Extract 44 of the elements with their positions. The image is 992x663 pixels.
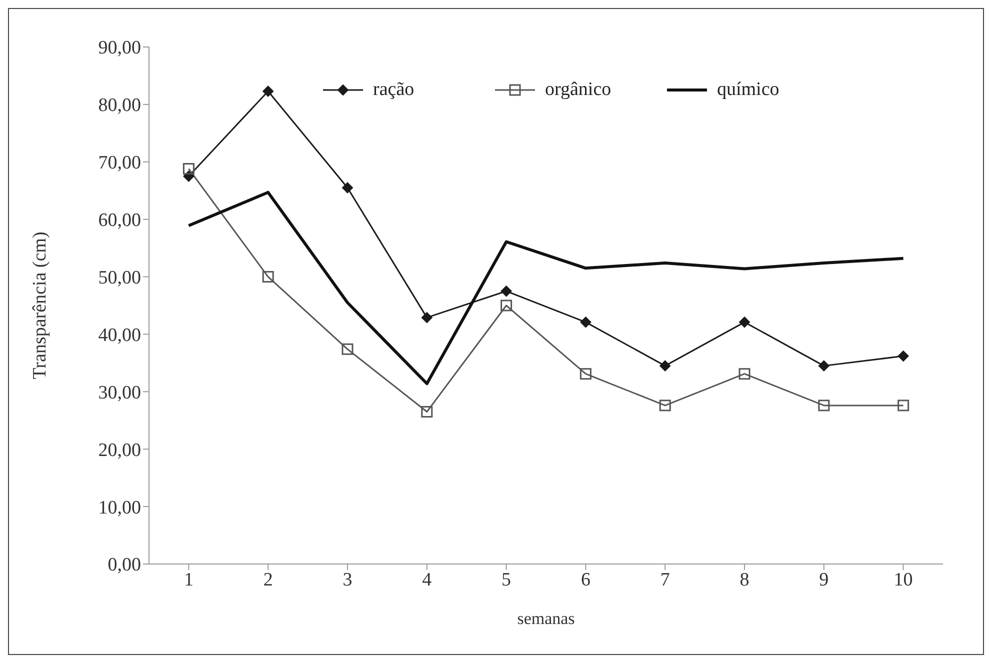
x-axis-title: semanas xyxy=(517,609,575,628)
point xyxy=(342,182,353,194)
y-tick-label: 90,00 xyxy=(98,38,141,59)
point xyxy=(818,360,830,372)
y-tick-label: 80,00 xyxy=(98,95,141,116)
x-tick-label: 6 xyxy=(580,569,590,590)
y-axis-title: Transparência (cm) xyxy=(30,232,51,380)
x-tick-label: 5 xyxy=(502,569,512,590)
y-tick-label: 0,00 xyxy=(108,554,141,576)
legend-label: ração xyxy=(373,79,414,101)
point xyxy=(898,350,909,362)
point xyxy=(580,316,592,328)
y-tick-label: 70,00 xyxy=(98,152,141,174)
x-tick-label: 1 xyxy=(184,569,194,590)
point xyxy=(500,300,512,312)
x-tick-label: 7 xyxy=(660,569,670,590)
point xyxy=(739,316,750,328)
point xyxy=(898,400,910,412)
y-tick-label: 20,00 xyxy=(98,440,141,461)
y-tick-label: 10,00 xyxy=(98,497,141,518)
x-tick-label: 2 xyxy=(263,569,273,590)
y-tick-label: 60,00 xyxy=(98,210,141,232)
point xyxy=(182,163,194,175)
y-tick-label: 40,00 xyxy=(98,324,141,346)
point xyxy=(580,368,592,380)
point xyxy=(660,360,671,372)
point xyxy=(342,343,354,355)
legend-label: orgânico xyxy=(545,79,612,101)
point xyxy=(818,400,830,412)
y-tick-label: 30,00 xyxy=(98,382,141,404)
point xyxy=(421,312,432,324)
x-tick-label: 8 xyxy=(740,569,750,590)
x-tick-label: 9 xyxy=(819,569,829,590)
legend-label: químico xyxy=(717,79,780,101)
point xyxy=(659,400,671,412)
x-tick-label: 3 xyxy=(342,569,352,590)
point xyxy=(738,368,750,380)
point xyxy=(262,86,274,97)
point xyxy=(421,406,433,418)
x-tick-label: 4 xyxy=(422,569,432,590)
point xyxy=(262,271,274,283)
x-tick-label: 10 xyxy=(894,569,913,590)
y-tick-label: 50,00 xyxy=(98,268,141,289)
point xyxy=(500,286,512,297)
